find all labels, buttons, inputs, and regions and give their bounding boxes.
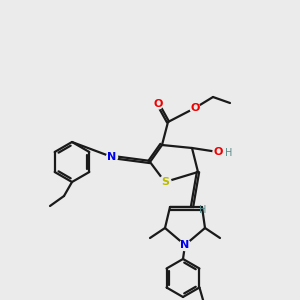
- Text: O: O: [153, 99, 163, 109]
- Text: H: H: [225, 148, 233, 158]
- Circle shape: [106, 152, 118, 163]
- Circle shape: [190, 103, 200, 113]
- Text: O: O: [213, 147, 223, 157]
- Text: N: N: [107, 152, 117, 162]
- Circle shape: [179, 239, 191, 250]
- Text: O: O: [190, 103, 200, 113]
- Text: S: S: [161, 177, 169, 187]
- Circle shape: [159, 176, 171, 188]
- Text: N: N: [180, 240, 190, 250]
- Text: H: H: [199, 205, 207, 215]
- Circle shape: [153, 99, 163, 109]
- Circle shape: [213, 147, 223, 157]
